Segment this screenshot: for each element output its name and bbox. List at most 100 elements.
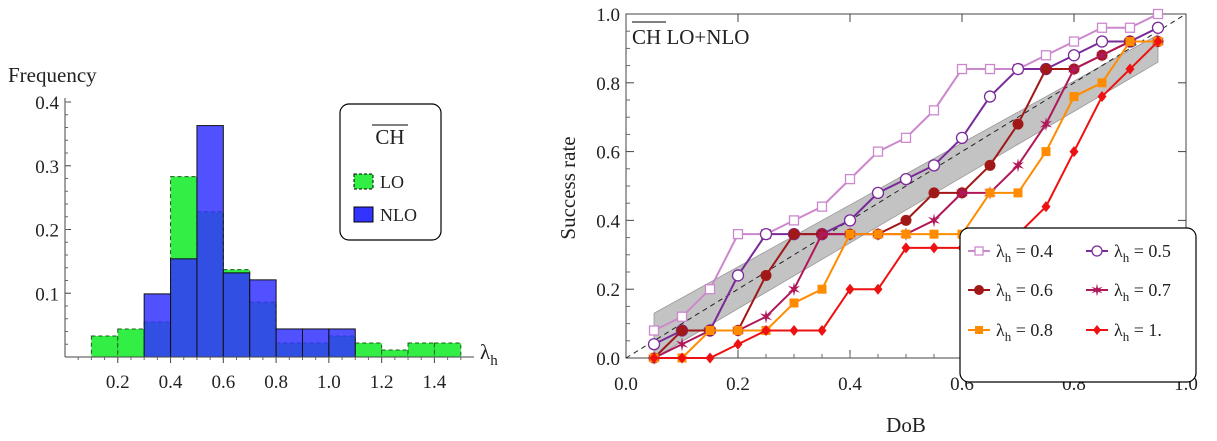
chart-title-overlined-part: CH <box>632 25 661 49</box>
open-square-marker <box>900 132 912 143</box>
legend-label-value: = 0.6 <box>1011 280 1053 300</box>
histogram-x-axis-label: λh <box>480 340 498 369</box>
success-rate-chart: 0.0 0.2 0.4 0.6 0.8 1.00.00.20.40.60.81.0 CH … <box>556 5 1198 437</box>
open-circle-marker <box>955 131 969 144</box>
lo-bar <box>381 349 409 358</box>
star-marker <box>1039 117 1053 132</box>
chart-title-rest: LO+NLO <box>661 25 749 49</box>
open-circle-marker <box>1091 245 1103 257</box>
filled-circle-marker <box>900 214 912 226</box>
filled-square-marker <box>1097 78 1107 88</box>
histogram-y-tick-label: 0.4 <box>35 93 59 114</box>
histogram-y-tick-label: 0.1 <box>35 284 59 305</box>
x-tick-label: 0.0 <box>614 374 638 395</box>
filled-diamond-marker <box>817 324 827 336</box>
y-tick-label: 1.0 <box>596 5 620 26</box>
star-marker <box>955 185 969 200</box>
filled-circle-marker <box>928 187 940 199</box>
star-marker <box>759 309 773 324</box>
open-square-marker <box>1040 50 1052 61</box>
filled-square-marker <box>901 229 911 239</box>
star-marker <box>675 337 689 352</box>
filled-diamond-marker <box>705 352 715 364</box>
lo-bar <box>407 342 435 358</box>
lo-bar <box>90 335 119 358</box>
filled-square-marker <box>929 229 939 239</box>
open-circle-marker <box>759 228 773 241</box>
filled-diamond-marker <box>677 352 687 364</box>
success-rate-legend-items: λh = 0.4 λh = 0.5λh = 0.6 λh = 0.7λh = 0.8… <box>968 241 1171 344</box>
filled-square-marker <box>873 229 883 239</box>
histogram-x-axis-label-subscript: h <box>490 353 498 369</box>
diagonal-reference-line <box>625 13 1187 359</box>
filled-diamond-marker <box>1041 201 1051 213</box>
lo-bar <box>354 342 383 358</box>
legend-item: λh = 0.4 <box>968 241 1053 265</box>
histogram-x-axis-label-symbol: λ <box>480 340 491 364</box>
open-circle-marker <box>1067 49 1081 62</box>
histogram-x-tick-label: 0.2 <box>106 372 130 393</box>
filled-square-marker <box>845 229 855 239</box>
legend-item: λh = 0.6 <box>968 280 1053 304</box>
open-square-marker <box>1152 8 1164 20</box>
open-circle-marker <box>647 338 661 351</box>
open-square-marker <box>974 246 984 256</box>
open-square-marker <box>1124 22 1136 33</box>
open-circle-marker <box>899 172 913 186</box>
filled-diamond-marker <box>1093 325 1101 335</box>
open-square-marker <box>872 146 884 157</box>
legend-label-symbol: λ <box>1114 280 1123 300</box>
filled-circle-marker <box>984 159 996 171</box>
filled-diamond-marker <box>845 283 855 295</box>
legend-item: λh = 1. <box>1086 320 1162 344</box>
nlo-bar <box>170 258 198 358</box>
nlo-bar <box>143 293 172 358</box>
open-square-marker <box>704 284 716 295</box>
star-marker <box>1011 158 1025 173</box>
success-rate-legend: λh = 0.4 λh = 0.5λh = 0.6 λh = 0.7λh = 0.8… <box>959 227 1197 383</box>
filled-circle-marker <box>676 324 688 336</box>
nlo-bar <box>275 328 303 358</box>
legend-label: λh = 0.6 <box>996 280 1053 304</box>
legend-label-symbol: λ <box>996 241 1005 261</box>
legend-item: λh = 0.8 <box>968 320 1053 344</box>
open-square-marker <box>956 63 968 75</box>
filled-square-marker <box>1013 188 1023 198</box>
open-circle-marker <box>927 159 941 172</box>
filled-diamond-marker <box>1153 36 1163 48</box>
legend-label: λh = 0.4 <box>996 241 1053 265</box>
legend-label-value: = 0.5 <box>1129 241 1171 261</box>
filled-diamond-marker <box>761 324 771 336</box>
filled-square-marker <box>1041 147 1051 157</box>
open-square-marker <box>844 173 856 185</box>
open-square-marker <box>788 215 800 226</box>
open-circle-marker <box>871 186 885 200</box>
legend-label-subscript: h <box>1123 289 1130 304</box>
legend-label-subscript: h <box>1005 250 1012 265</box>
success-rate-chart-title: CH LO+NLO <box>632 25 749 49</box>
histogram-y-tick-label: 0.2 <box>35 221 59 242</box>
histogram-legend-title: CH <box>375 125 404 149</box>
open-square-marker <box>928 105 940 116</box>
legend-label-value: = 0.8 <box>1011 320 1053 340</box>
legend-item: λh = 0.5 <box>1086 241 1171 265</box>
filled-square-marker <box>985 188 995 198</box>
histogram-axes: 0.2 0.4 0.6 0.8 1.0 1.2 1.4 0.1 0.2 0.3 0.4 <box>35 93 474 393</box>
histogram-y-tick-label: 0.3 <box>35 157 59 178</box>
star-marker <box>1067 62 1081 77</box>
legend-label-symbol: λ <box>996 280 1005 300</box>
x-tick-label: 0.2 <box>726 374 750 395</box>
filled-diamond-marker <box>873 283 883 295</box>
open-circle-marker <box>1011 62 1025 76</box>
y-tick-label: 0.8 <box>596 74 620 95</box>
histogram-chart: 0.2 0.4 0.6 0.8 1.0 1.2 1.4 0.1 0.2 0.3 0.4 Freque… <box>8 63 498 393</box>
filled-circle-marker <box>1012 118 1024 130</box>
filled-circle-marker <box>974 285 984 295</box>
filled-diamond-marker <box>901 242 911 254</box>
open-square-marker <box>984 63 996 75</box>
legend-label: λh = 0.5 <box>1114 241 1171 265</box>
legend-label-symbol: λ <box>1114 241 1123 261</box>
filled-diamond-marker <box>649 352 659 364</box>
lo-bar <box>117 328 145 358</box>
